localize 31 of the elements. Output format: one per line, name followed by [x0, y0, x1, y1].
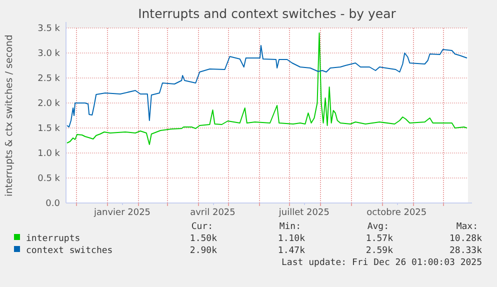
- text: 1.10k: [278, 234, 306, 244]
- line-series: [66, 45, 468, 128]
- text: Min:: [279, 222, 301, 232]
- x-tick-label: octobre 2025: [366, 208, 427, 218]
- y-axis-title: interrupts & ctx switches / second: [4, 34, 15, 196]
- text: 1.57k: [366, 234, 394, 244]
- y-tick-label: 3.5 k: [38, 24, 61, 34]
- text: 1.50k: [190, 234, 218, 244]
- y-tick-label: 1.0 k: [38, 149, 61, 160]
- text: 2.90k: [190, 246, 218, 256]
- x-tick-label: janvier 2025: [93, 208, 151, 218]
- text: 28.33k: [449, 246, 483, 256]
- y-tick-label: 3.0 k: [38, 49, 61, 60]
- y-tick-label: 2.5 k: [38, 74, 61, 84]
- text: Last update: Fri Dec 26 01:00:03 2025: [282, 258, 482, 268]
- text: 10.28k: [449, 234, 483, 244]
- text: 2.59k: [366, 246, 394, 256]
- legend-label: context switches: [26, 246, 113, 256]
- y-tick-label: 0.5 k: [38, 174, 61, 184]
- text: Avg:: [367, 222, 389, 232]
- y-tick-label: 2.0 k: [38, 99, 61, 110]
- y-tick-label: 1.5 k: [38, 124, 61, 134]
- y-tick-label: 0.0: [46, 199, 60, 210]
- text: Max:: [456, 222, 478, 232]
- text: Cur:: [191, 222, 213, 232]
- x-tick-label: juillet 2025: [278, 208, 330, 218]
- chart-title: Interrupts and context switches - by year: [138, 6, 397, 21]
- x-tick-label: avril 2025: [190, 208, 236, 218]
- legend-label: interrupts: [26, 234, 80, 244]
- text: 1.47k: [278, 246, 306, 256]
- line-series: [66, 32, 468, 145]
